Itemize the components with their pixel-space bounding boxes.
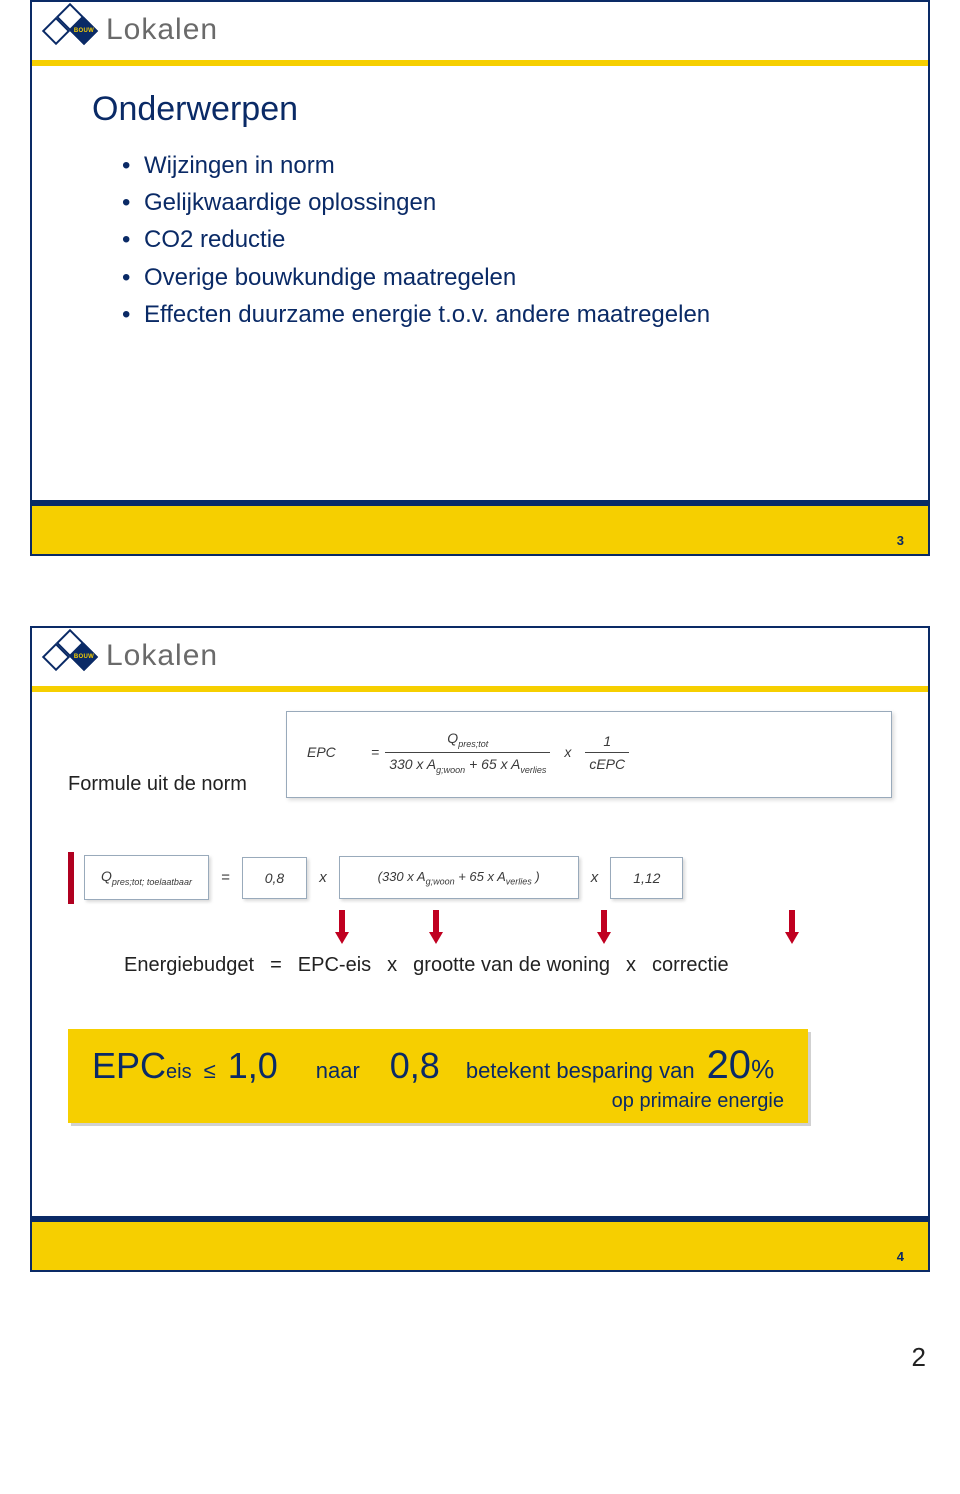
list-item: Effecten duurzame energie t.o.v. andere …: [122, 296, 868, 333]
arrow-down-icon: [336, 910, 348, 944]
bouw-logo: BOUW: [46, 5, 96, 55]
times-sign: x: [620, 954, 642, 977]
slide-1-title: Onderwerpen: [92, 90, 868, 129]
formula-label: Formule uit de norm: [68, 713, 268, 796]
times-sign: x: [589, 869, 601, 886]
equals-sign: =: [371, 744, 379, 760]
times-sign: x: [317, 869, 329, 886]
page-number: 4: [897, 1249, 904, 1264]
callout-line2: op primaire energie: [92, 1090, 784, 1113]
formula-strip: Qpres;tot; toelaatbaar = 0,8 x (330 x Ag…: [68, 852, 892, 904]
slide-header: BOUW Lokalen: [32, 628, 928, 686]
arrow-down-icon: [598, 910, 610, 944]
legend-grootte: grootte van de woning: [413, 954, 610, 977]
legend-row: Energiebudget = EPC-eis x grootte van de…: [68, 954, 892, 977]
red-bar-icon: [68, 852, 74, 904]
epc-formula-area: Formule uit de norm EPC = Qpres;tot 330 …: [68, 711, 892, 798]
page-number: 3: [897, 533, 904, 548]
chip-0-8: 0,8: [242, 857, 307, 899]
slide-2-body: Formule uit de norm EPC = Qpres;tot 330 …: [32, 686, 928, 1206]
le-sign: ≤: [204, 1058, 216, 1084]
equals-sign: =: [264, 954, 288, 977]
percent-sign: %: [751, 1054, 774, 1084]
callout-0-8: 0,8: [390, 1045, 440, 1087]
arrows-row: [68, 910, 892, 950]
bullet-list: Wijzingen in norm Gelijkwaardige oplossi…: [92, 147, 868, 333]
callout-eis: eis: [166, 1061, 192, 1083]
callout-text: betekent besparing van: [466, 1058, 695, 1084]
list-item: Overige bouwkundige maatregelen: [122, 259, 868, 296]
list-item: Wijzingen in norm: [122, 147, 868, 184]
list-item: CO2 reductie: [122, 221, 868, 258]
chip-1-12: 1,12: [610, 857, 683, 899]
slide-1: BOUW Lokalen Onderwerpen Wijzingen in no…: [30, 0, 930, 556]
epc-lhs: EPC: [307, 744, 365, 760]
epc-callout: EPCeis ≤ 1,0 naar 0,8 betekent besparing…: [68, 1029, 808, 1123]
times-sign: x: [556, 744, 579, 760]
slide-2: BOUW Lokalen Formule uit de norm EPC = Q…: [30, 626, 930, 1272]
callout-1-0: 1,0: [228, 1045, 278, 1087]
slide-1-body: Onderwerpen Wijzingen in norm Gelijkwaar…: [32, 60, 928, 490]
callout-20: 20: [707, 1043, 752, 1087]
times-sign: x: [381, 954, 403, 977]
epc-fraction-1: Qpres;tot 330 x Ag;woon + 65 x Averlies: [385, 730, 550, 775]
arrow-down-icon: [786, 910, 798, 944]
list-item: Gelijkwaardige oplossingen: [122, 184, 868, 221]
chip-q: Qpres;tot; toelaatbaar: [84, 855, 209, 900]
brand-text: Lokalen: [106, 639, 218, 673]
document-page-number: 2: [0, 1342, 960, 1383]
chip-area-expr: (330 x Ag;woon + 65 x Averlies ): [339, 856, 579, 900]
callout-naar: naar: [316, 1058, 360, 1084]
logo-text: BOUW: [74, 654, 94, 660]
epc-fraction-2: 1 cEPC: [585, 733, 629, 772]
legend-energiebudget: Energiebudget: [124, 954, 254, 977]
legend-correctie: correctie: [652, 954, 729, 977]
slide-footer: 4: [32, 1216, 928, 1270]
slide-footer: 3: [32, 500, 928, 554]
equals-sign: =: [219, 869, 232, 886]
slide-header: BOUW Lokalen: [32, 2, 928, 60]
logo-text: BOUW: [74, 28, 94, 34]
epc-formula-box: EPC = Qpres;tot 330 x Ag;woon + 65 x Ave…: [286, 711, 892, 798]
brand-text: Lokalen: [106, 13, 218, 47]
arrow-down-icon: [430, 910, 442, 944]
callout-epc: EPC: [92, 1045, 166, 1086]
legend-epc-eis: EPC-eis: [298, 954, 371, 977]
bouw-logo: BOUW: [46, 631, 96, 681]
